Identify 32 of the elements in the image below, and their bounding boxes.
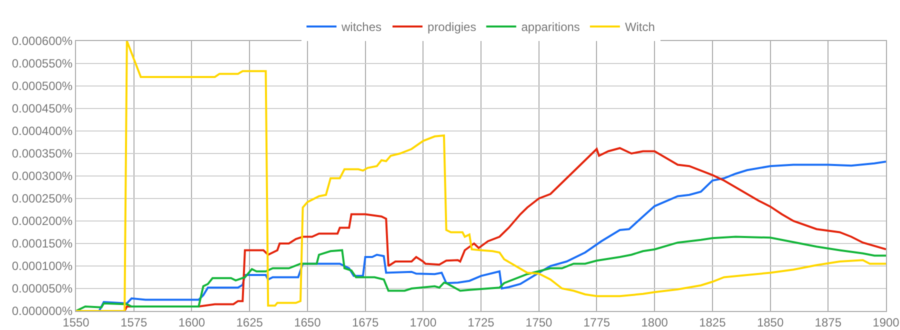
y-tick-label: 0.000050% — [12, 282, 73, 296]
x-tick-label: 1875 — [814, 315, 842, 330]
y-tick-label: 0.000500% — [12, 79, 73, 94]
y-tick-label: 0.000200% — [12, 214, 73, 228]
y-tick-label: 0.000600% — [12, 34, 73, 48]
x-tick-label: 1575 — [120, 315, 148, 330]
x-tick-label: 1775 — [583, 315, 610, 330]
x-tick-label: 1700 — [410, 315, 437, 330]
x-tick-label: 1650 — [294, 315, 322, 330]
x-tick-label: 1725 — [468, 315, 495, 330]
legend-label: witches — [340, 20, 382, 34]
legend-label: Witch — [624, 20, 655, 34]
x-tick-label: 1750 — [526, 315, 553, 330]
line-series — [76, 236, 886, 311]
y-tick-label: 0.000250% — [12, 192, 73, 206]
y-tick-label: 0.000550% — [12, 56, 73, 71]
x-tick-label: 1825 — [699, 315, 726, 330]
y-tick-label: 0.000150% — [12, 236, 73, 251]
x-tick-label: 1600 — [178, 315, 206, 330]
line-series — [76, 41, 886, 311]
y-tick-label: 0.000450% — [12, 102, 73, 116]
x-tick-label: 1900 — [872, 315, 900, 330]
y-tick-label: 0.000100% — [12, 259, 73, 274]
y-tick-label: 0.000400% — [12, 124, 73, 138]
legend-label: prodigies — [428, 20, 476, 34]
x-tick-label: 1800 — [641, 315, 668, 330]
x-tick-label: 1625 — [236, 315, 264, 330]
x-tick-label: 1675 — [352, 315, 379, 330]
x-tick-label: 1850 — [756, 315, 784, 330]
y-tick-label: 0.000350% — [12, 146, 73, 161]
y-tick-label: 0.000300% — [12, 169, 73, 184]
legend-label: apparitions — [521, 20, 580, 34]
